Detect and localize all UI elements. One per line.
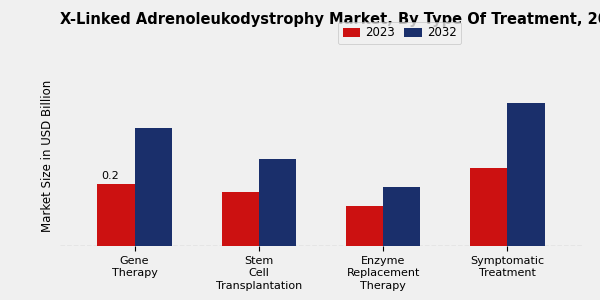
Legend: 2023, 2032: 2023, 2032 xyxy=(338,22,461,44)
Bar xyxy=(383,187,421,246)
Bar xyxy=(259,159,296,246)
Y-axis label: Market Size in USD Billion: Market Size in USD Billion xyxy=(41,80,55,232)
Bar xyxy=(346,206,383,246)
Text: 0.2: 0.2 xyxy=(101,171,119,182)
Bar xyxy=(134,128,172,246)
Bar xyxy=(508,103,545,246)
Bar xyxy=(470,168,508,246)
Bar xyxy=(97,184,134,246)
Text: X-Linked Adrenoleukodystrophy Market, By Type Of Treatment, 2023 & 2032: X-Linked Adrenoleukodystrophy Market, By… xyxy=(60,12,600,27)
Bar xyxy=(221,192,259,246)
